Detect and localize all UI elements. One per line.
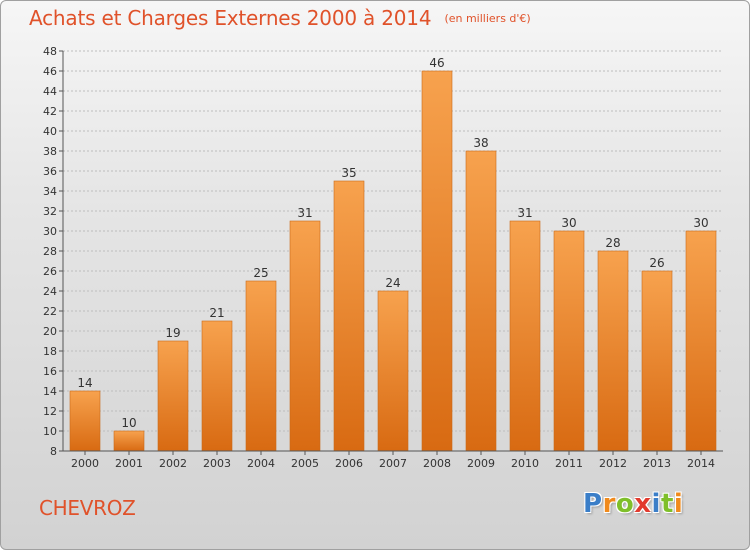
y-tick-label: 30 bbox=[43, 225, 57, 238]
x-tick-label: 2012 bbox=[599, 457, 627, 470]
y-tick-label: 26 bbox=[43, 265, 57, 278]
bar-data-label: 28 bbox=[605, 236, 620, 250]
y-tick-label: 8 bbox=[50, 445, 57, 458]
x-tick-label: 2014 bbox=[687, 457, 715, 470]
bar-data-label: 30 bbox=[693, 216, 708, 230]
x-tick-label: 2003 bbox=[203, 457, 231, 470]
bar-data-label: 38 bbox=[473, 136, 488, 150]
y-tick-label: 12 bbox=[43, 405, 57, 418]
bar-data-label: 46 bbox=[429, 56, 444, 70]
logo-letter: i bbox=[651, 489, 661, 519]
bar-data-label: 25 bbox=[253, 266, 268, 280]
proxiti-logo: Proxiti bbox=[583, 489, 683, 519]
logo-letter: r bbox=[602, 489, 616, 519]
logo-letter: x bbox=[634, 489, 652, 519]
x-tick-label: 2007 bbox=[379, 457, 407, 470]
y-tick-label: 40 bbox=[43, 125, 57, 138]
bar bbox=[465, 150, 497, 452]
bar bbox=[421, 70, 453, 452]
x-tick-label: 2006 bbox=[335, 457, 363, 470]
title-line: Achats et Charges Externes 2000 à 2014 (… bbox=[29, 6, 531, 30]
logo-letter: o bbox=[615, 489, 635, 519]
y-tick-label: 22 bbox=[43, 305, 57, 318]
bar bbox=[245, 280, 277, 452]
chart-title: Achats et Charges Externes 2000 à 2014 bbox=[29, 6, 432, 30]
bar bbox=[597, 250, 629, 452]
bar bbox=[69, 390, 101, 452]
logo-letter: P bbox=[583, 489, 603, 519]
bar bbox=[509, 220, 541, 452]
y-tick-label: 44 bbox=[43, 85, 57, 98]
y-tick-label: 48 bbox=[43, 45, 57, 58]
x-tick-label: 2001 bbox=[115, 457, 143, 470]
bar bbox=[201, 320, 233, 452]
bar-data-label: 10 bbox=[121, 416, 136, 430]
x-tick-label: 2008 bbox=[423, 457, 451, 470]
y-tick-label: 16 bbox=[43, 365, 57, 378]
bar-data-label: 21 bbox=[209, 306, 224, 320]
logo-letter: t bbox=[660, 489, 674, 519]
bar-data-label: 26 bbox=[649, 256, 664, 270]
bar bbox=[685, 230, 717, 452]
y-tick-label: 18 bbox=[43, 345, 57, 358]
x-tick-label: 2013 bbox=[643, 457, 671, 470]
bars bbox=[69, 70, 717, 452]
x-tick-label: 2005 bbox=[291, 457, 319, 470]
y-tick-label: 14 bbox=[43, 385, 57, 398]
location-label: CHEVROZ bbox=[39, 496, 136, 520]
bar-data-label: 30 bbox=[561, 216, 576, 230]
y-tick-label: 28 bbox=[43, 245, 57, 258]
bar-data-label: 31 bbox=[297, 206, 312, 220]
bar bbox=[641, 270, 673, 452]
logo-letter: i bbox=[673, 489, 684, 519]
x-tick-label: 2011 bbox=[555, 457, 583, 470]
x-tick-label: 2000 bbox=[71, 457, 99, 470]
y-tick-label: 10 bbox=[43, 425, 57, 438]
x-tick-label: 2002 bbox=[159, 457, 187, 470]
bar bbox=[553, 230, 585, 452]
bar-data-label: 19 bbox=[165, 326, 180, 340]
x-tick-label: 2010 bbox=[511, 457, 539, 470]
bar-data-label: 35 bbox=[341, 166, 356, 180]
bar-data-label: 14 bbox=[77, 376, 92, 390]
x-tick-label: 2009 bbox=[467, 457, 495, 470]
y-tick-label: 32 bbox=[43, 205, 57, 218]
y-tick-label: 38 bbox=[43, 145, 57, 158]
y-tick-label: 36 bbox=[43, 165, 57, 178]
y-tick-label: 20 bbox=[43, 325, 57, 338]
bar bbox=[333, 180, 365, 452]
labels: 8 10 12 14 16 18 20 22 24 26 28 30 32 34 36 38 40 42 44 46 4… bbox=[43, 45, 715, 470]
bar-data-label: 31 bbox=[517, 206, 532, 220]
bar bbox=[157, 340, 189, 452]
y-tick-label: 46 bbox=[43, 65, 57, 78]
x-tick-label: 2004 bbox=[247, 457, 275, 470]
bar bbox=[113, 430, 145, 452]
bar bbox=[377, 290, 409, 452]
bar bbox=[289, 220, 321, 452]
chart-subtitle: (en milliers d'€) bbox=[444, 12, 531, 25]
y-tick-label: 42 bbox=[43, 105, 57, 118]
axes bbox=[59, 50, 723, 455]
bar-data-label: 24 bbox=[385, 276, 400, 290]
y-tick-label: 34 bbox=[43, 185, 57, 198]
y-tick-label: 24 bbox=[43, 285, 57, 298]
